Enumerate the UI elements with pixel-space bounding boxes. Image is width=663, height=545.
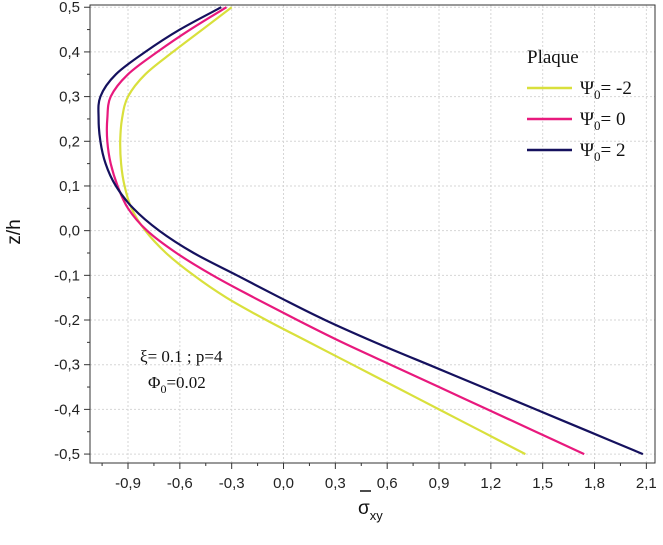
annotation-params: ξ= 0.1 ; p=4 (140, 347, 223, 366)
x-tick-label: -0,9 (115, 475, 141, 492)
annotations: ξ= 0.1 ; p=4 Φ0=0.02 (140, 347, 223, 396)
x-tick-label: 0,6 (377, 475, 398, 492)
legend: Plaque Ψ0= -2 Ψ0= 0 Ψ0= 2 (527, 47, 632, 164)
legend-label-0: Ψ0= -2 (580, 78, 632, 102)
legend-label-1: Ψ0= 0 (580, 109, 626, 133)
y-axis-label: z/h (4, 219, 25, 244)
y-tick-label: -0,4 (54, 401, 80, 418)
y-tick-label: -0,3 (54, 357, 80, 374)
series-group (97, 6, 644, 456)
x-axis-label-symbol: σxy (358, 498, 383, 523)
y-tick-label: 0,4 (59, 44, 80, 61)
y-tick-label: 0,1 (59, 178, 80, 195)
y-tick-label: -0,1 (54, 267, 80, 284)
x-tick-label: 1,5 (532, 475, 553, 492)
x-tick-label: 2,1 (636, 475, 657, 492)
x-tick-label: 0,9 (429, 475, 450, 492)
x-tick-labels: -0,9 -0,6 -0,3 0,0 0,3 0,6 0,9 1,2 1,5 1,8 2,1 (115, 475, 657, 492)
x-tick-label: -0,3 (219, 475, 245, 492)
legend-label-2: Ψ0= 2 (580, 140, 626, 164)
y-tick-labels: -0,5 -0,4 -0,3 -0,2 -0,1 0,0 0,1 0,2 0,3 0,4 0,5 (54, 0, 80, 463)
y-tick-label: -0,5 (54, 446, 80, 463)
grid (90, 5, 655, 463)
series-line-0 (119, 6, 526, 456)
x-tick-label: -0,6 (167, 475, 193, 492)
plot-frame (89, 4, 656, 464)
legend-title: Plaque (527, 47, 579, 68)
x-tick-label: 0,3 (325, 475, 346, 492)
y-tick-label: 0,3 (59, 89, 80, 106)
y-tick-label: -0,2 (54, 312, 80, 329)
series-line-1 (105, 6, 585, 456)
x-axis-label: σxy (358, 490, 383, 523)
x-tick-label: 0,0 (273, 475, 294, 492)
y-tick-label: 0,2 (59, 133, 80, 150)
y-tick-label: 0,0 (59, 223, 80, 240)
x-tick-label: 1,2 (480, 475, 501, 492)
annotation-phi: Φ0=0.02 (148, 373, 206, 396)
axis-ticks (84, 6, 647, 469)
series-line-2 (97, 6, 644, 456)
x-tick-label: 1,8 (584, 475, 605, 492)
y-tick-label: 0,5 (59, 0, 80, 16)
